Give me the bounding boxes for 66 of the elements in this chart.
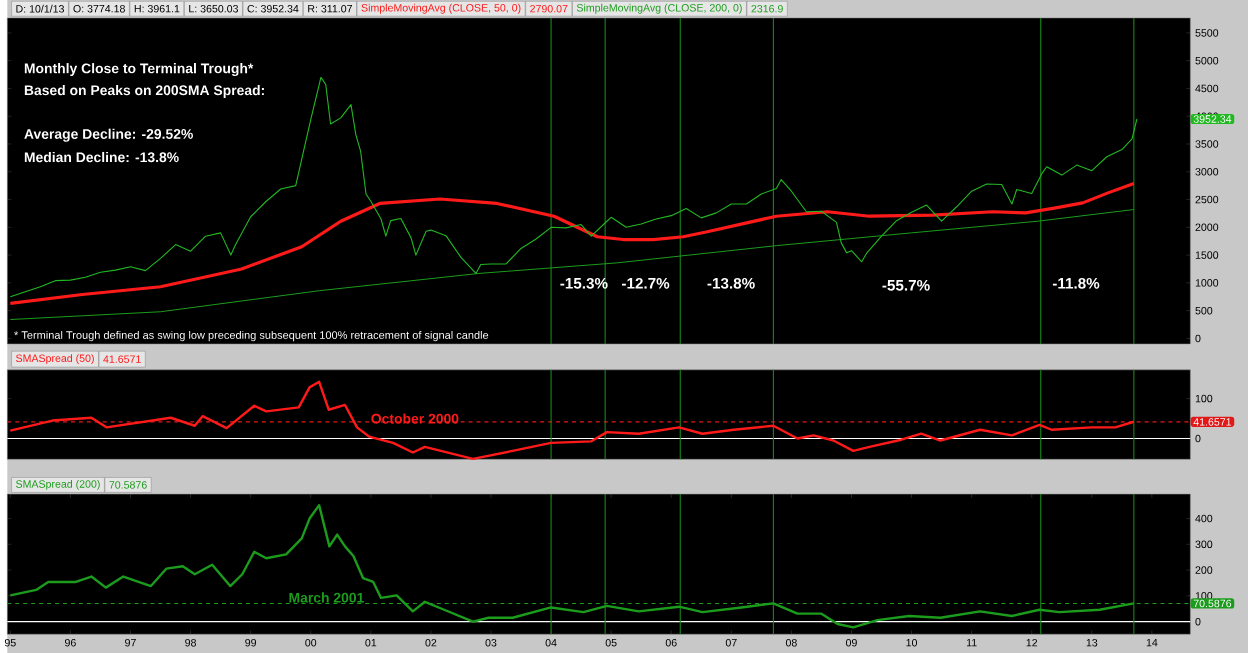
x-tick-label: 99 xyxy=(245,638,257,647)
x-tick-label: 00 xyxy=(305,638,317,647)
text: SimpleMovingAvg (CLOSE, 200, 0) xyxy=(576,3,742,14)
x-tick-label: 97 xyxy=(125,638,136,647)
y-tick-label: 2000 xyxy=(1195,223,1219,232)
text: Based on Peaks on 200SMA Spread: xyxy=(24,84,264,98)
x-tick-label: 07 xyxy=(725,638,737,647)
text: SimpleMovingAvg (CLOSE, 50, 0) xyxy=(361,3,521,14)
x-tick-label: 06 xyxy=(665,638,677,647)
text: 41.6571 xyxy=(103,355,141,363)
text: 3952.34 xyxy=(1193,115,1232,123)
y-tick-label: 2500 xyxy=(1195,195,1219,204)
y-tick-label: 500 xyxy=(1195,306,1213,315)
text: H: 3961.1 xyxy=(134,4,180,13)
y-tick-label: 100 xyxy=(1195,394,1213,403)
y-tick-label: 0 xyxy=(1195,434,1201,443)
x-tick-label: 95 xyxy=(4,638,16,647)
annotation: -15.3% xyxy=(560,277,608,289)
text: SMASpread (50) xyxy=(16,354,94,365)
x-tick-label: 01 xyxy=(365,638,377,647)
x-tick-label: 04 xyxy=(545,638,557,647)
text: Monthly Close to Terminal Trough* xyxy=(24,63,254,77)
text: C: 3952.34 xyxy=(247,4,299,13)
x-tick-label: 10 xyxy=(906,638,918,647)
annotation: -13.8% xyxy=(707,277,755,289)
text: D: 10/1/13 xyxy=(16,4,64,13)
text: 2790.07 xyxy=(530,4,568,13)
annotation: -55.7% xyxy=(882,279,930,291)
annotation: Average Decline: -29.52% xyxy=(24,128,193,142)
text: O: 3774.18 xyxy=(73,4,125,13)
x-tick-label: 08 xyxy=(785,638,797,647)
x-tick-label: 14 xyxy=(1146,638,1158,647)
x-tick-label: 09 xyxy=(846,638,857,647)
y-tick-label: 5500 xyxy=(1195,29,1219,37)
ref-line-label: 41.6571 xyxy=(1193,418,1232,426)
text: 70.5876 xyxy=(109,481,147,489)
annotation: * Terminal Trough defined as swing low preceding subsequent 100% retracement of signal candle xyxy=(14,330,489,342)
x-tick-label: 05 xyxy=(605,638,617,647)
y-tick-label: 400 xyxy=(1195,514,1213,523)
y-tick-label: 3000 xyxy=(1195,167,1219,176)
y-tick-label: 300 xyxy=(1195,540,1213,549)
y-tick-label: 4500 xyxy=(1195,84,1219,93)
y-tick-label: 0 xyxy=(1195,617,1201,626)
y-tick-label: 200 xyxy=(1195,566,1213,574)
text: 2316.9 xyxy=(751,4,783,13)
annotation: -12.7% xyxy=(622,277,670,289)
x-tick-label: 03 xyxy=(485,638,497,647)
text: SMASpread (200) xyxy=(16,479,100,490)
annotation: October 2000 xyxy=(371,413,459,424)
ref-line-label: 70.5876 xyxy=(1193,599,1232,608)
text: L: 3650.03 xyxy=(189,4,239,13)
y-tick-label: 3500 xyxy=(1195,140,1219,148)
x-tick-label: 02 xyxy=(425,638,437,647)
text: R: 311.07 xyxy=(308,4,353,13)
annotation: -11.8% xyxy=(1052,277,1100,289)
y-tick-label: 5000 xyxy=(1195,56,1219,65)
x-tick-label: 11 xyxy=(966,638,977,647)
x-tick-label: 98 xyxy=(185,638,196,647)
x-tick-label: 96 xyxy=(65,638,76,647)
annotation: Median Decline: -13.8% xyxy=(24,151,179,163)
y-tick-label: 1000 xyxy=(1195,279,1219,287)
x-tick-label: 12 xyxy=(1026,638,1038,647)
x-tick-label: 13 xyxy=(1086,638,1098,647)
annotation: March 2001 xyxy=(289,592,364,603)
y-tick-label: 0 xyxy=(1195,334,1201,343)
y-tick-label: 1500 xyxy=(1195,251,1219,259)
